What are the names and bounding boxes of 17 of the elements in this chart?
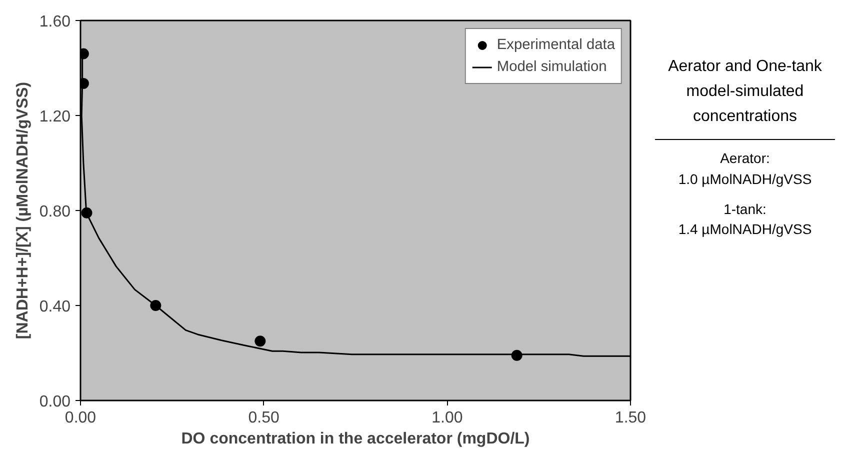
legend-label: Model simulation [496,59,607,75]
y-axis-title: [NADH+H+]/[X] (µMolNADH/gVSS) [14,82,32,340]
y-tick-label: 1.20 [39,108,71,126]
x-axis-title: DO concentration in the accelerator (mgDO/L) [181,430,530,448]
x-tick-label: 1.00 [432,410,463,426]
legend-label: Experimental data [496,37,615,53]
text: Aerator and One-tank model-simulated concentrations [655,55,835,140]
y-tick-label: 1.60 [39,14,71,30]
y-tick-label: 0.00 [39,394,71,410]
x-tick-label: 0.50 [248,410,280,426]
x-tick-label: 0.00 [64,410,96,426]
point [254,336,266,347]
text: Aerator: 1.0 µMolNADH/gVSS [677,149,813,189]
x-tick-label: 1.50 [614,410,646,426]
text: 1-tank: 1.4 µMolNADH/gVSS [677,200,813,240]
y-tick-label: 0.80 [39,204,71,220]
y-tick-label: 0.40 [39,298,71,316]
